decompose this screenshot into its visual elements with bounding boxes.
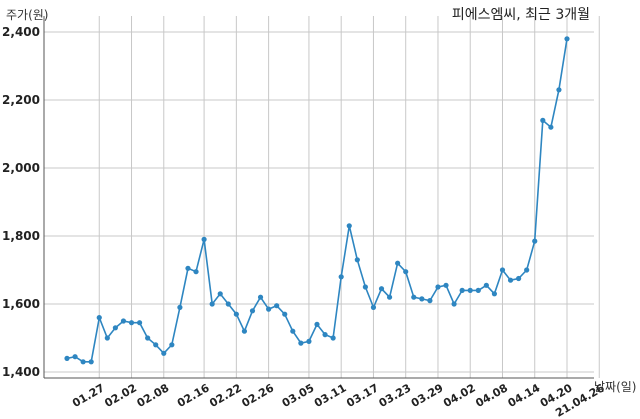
data-point [467,287,473,293]
y-tick-label: 1,400 [2,365,40,379]
data-point [104,335,110,341]
data-point [475,287,481,293]
data-point [427,298,433,304]
data-point [362,284,368,290]
data-point [499,267,506,273]
data-point [298,340,304,346]
data-point [354,257,360,263]
data-point [435,284,441,290]
y-tick-label: 1,800 [2,229,40,243]
data-point [217,291,223,297]
data-point [483,282,489,288]
x-tick-label: 04.02 [441,381,478,410]
horizontal-gridlines [44,31,594,373]
x-tick-label: 03.05 [280,381,317,410]
data-point [306,338,312,344]
data-point [540,117,546,123]
data-point [322,332,328,338]
data-point [386,294,393,300]
x-tick-label: 02.26 [239,381,276,410]
data-point [459,287,465,293]
data-point [201,236,207,242]
data-point [338,274,344,280]
y-tick-labels: 1,400 1,600 1,800 2,000 2,200 2,400 [2,25,40,379]
x-tick-label: 03.23 [377,381,414,410]
data-point [548,124,554,130]
data-point [241,328,248,334]
data-point [112,325,118,331]
data-point [443,282,449,288]
x-tick-label: 03.29 [409,381,446,410]
data-point [136,320,143,326]
data-point [72,354,78,360]
data-point [64,355,70,361]
data-point [491,291,498,297]
data-point [225,301,231,307]
data-point [556,87,562,93]
y-tick-label: 2,000 [2,161,40,175]
data-point [516,275,522,282]
x-tick-label: 03.17 [344,381,381,410]
data-point [209,301,215,307]
x-tick-label: 04.08 [473,381,510,410]
chart-title: 피에스엠씨, 최근 3개월 [452,7,590,23]
data-point [266,306,272,312]
data-point [290,328,296,334]
data-point [370,304,377,310]
data-point [524,267,530,273]
data-point [257,294,264,300]
data-point [314,321,320,327]
y-tick-label: 2,400 [2,25,40,39]
data-point [395,260,401,266]
vertical-gridlines [98,16,600,378]
data-point [177,304,183,310]
data-point [451,301,457,307]
data-point [403,269,409,275]
data-point [564,36,570,42]
data-point [282,311,288,317]
data-point [96,315,102,321]
data-point [128,320,135,326]
data-point [80,359,86,365]
y-axis-title: 주가(원) [6,8,48,22]
data-point [532,238,538,244]
data-point [411,294,417,300]
x-tick-label: 04.14 [506,381,543,410]
data-point [233,311,239,317]
data-point [249,308,256,314]
x-tick-label: 02.16 [175,381,212,410]
price-data-points [64,36,570,365]
data-point [88,359,94,365]
y-tick-label: 2,200 [2,93,40,107]
y-tick-label: 1,600 [2,297,40,311]
x-axis-title: 날짜(일) [594,380,636,394]
data-point [330,335,336,341]
data-point [378,286,385,292]
data-point [274,303,280,309]
data-point [161,350,167,356]
x-tick-label: 03.11 [312,381,349,410]
data-point [120,318,127,324]
x-tick-label: 01.27 [70,381,107,410]
x-tick-label: 02.22 [207,381,244,410]
x-tick-label: 02.08 [135,381,172,410]
data-point [145,335,151,341]
data-point [346,223,352,229]
data-point [153,342,159,348]
data-point [193,269,199,275]
data-point [507,277,514,283]
data-point [169,342,175,348]
data-point [419,296,425,302]
x-tick-label: 02.02 [102,381,139,410]
price-series-line [66,38,568,363]
data-point [185,265,191,271]
